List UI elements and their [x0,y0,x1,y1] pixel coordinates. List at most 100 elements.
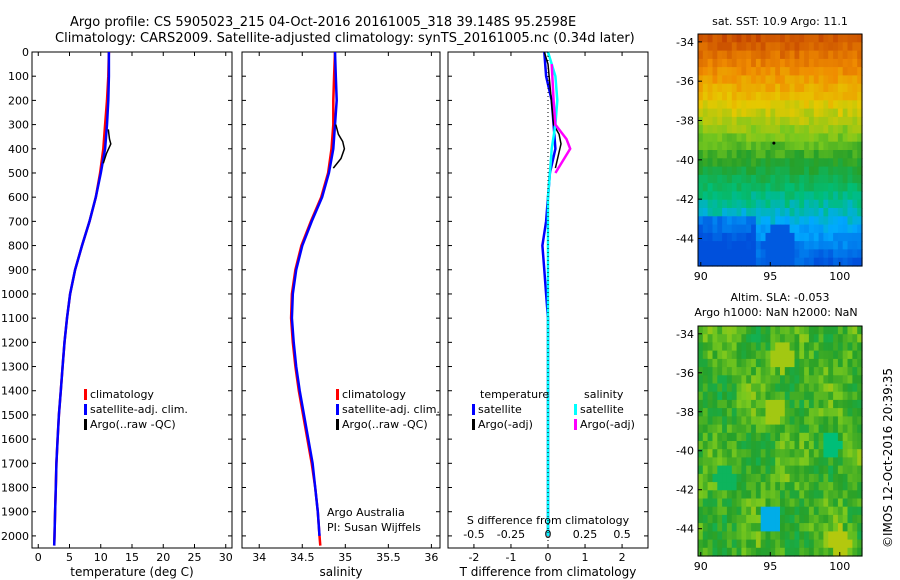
heatmap-cell [818,358,824,368]
map-frame [697,325,863,557]
heatmap-cell [857,232,863,242]
heatmap-cell [799,34,805,43]
heatmap-cell [726,465,733,475]
heatmap-cell [741,514,747,524]
y-tick-label: -34 [676,328,694,341]
x-tick-label: -2 [468,551,479,564]
heatmap-cell [808,174,815,184]
heatmap-cell [760,531,767,541]
heatmap-cell [770,257,776,267]
heatmap-cell [837,67,844,76]
heatmap-cell [833,473,839,483]
header-line-1: Argo profile: CS 5905023_215 04-Oct-2016… [70,15,576,30]
heatmap-cell [717,174,723,184]
heatmap-cell [726,125,733,134]
heatmap-cell [755,249,762,259]
y-tick-label: 100 [8,70,29,83]
heatmap-cell [707,326,713,335]
heatmap-cell [799,424,805,434]
heatmap-cell [755,498,762,508]
heatmap-cell [741,174,747,184]
heatmap-cell [799,441,805,450]
heatmap-cell [828,506,834,516]
heatmap-cell [717,183,723,192]
heatmap-cell [726,108,733,118]
heatmap-cell [712,473,718,483]
heatmap-cell [799,449,805,458]
heatmap-cell [751,424,757,434]
heatmap-cell [799,224,805,234]
heatmap-cell [804,241,810,250]
heatmap-cell [712,100,718,110]
heatmap-cell [770,547,776,557]
heatmap-cell [712,408,718,417]
heatmap-cell [818,133,824,143]
heatmap-cell [760,326,767,335]
heatmap-cell [847,441,853,450]
heatmap-cell [731,539,738,549]
heatmap-cell [780,141,786,151]
heatmap-cell [736,482,742,491]
heatmap-cell [751,334,757,343]
heatmap-cell [833,166,839,176]
heatmap-cell [804,399,810,409]
heatmap-cell [799,216,805,226]
heatmap-cell [712,375,718,385]
heatmap-cell [828,432,834,442]
heatmap-cell [857,523,863,532]
heatmap-cell [837,133,844,143]
heatmap-cell [746,416,752,426]
heatmap-cell [755,523,762,532]
heatmap-cell [784,523,791,532]
heatmap-cell [808,158,815,168]
y-tick-label: 300 [8,119,29,132]
x-tick-label: 0 [35,551,42,564]
heatmap-cell [765,158,771,168]
heatmap-cell [842,457,849,467]
heatmap-cell [722,166,728,176]
heatmap-cell [794,92,800,101]
heatmap-cell [780,383,786,393]
heatmap-cell [842,224,849,234]
heatmap-cell [813,383,820,393]
heatmap-cell [746,399,752,409]
heatmap-cell [833,326,839,335]
heatmap-cell [751,116,757,126]
heatmap-cell [770,457,776,467]
heatmap-cell [794,334,800,343]
heatmap-cell [837,350,844,360]
heatmap-cell [828,383,834,393]
heatmap-cell [770,67,776,76]
x-tick-label: 30 [219,551,233,564]
heatmap-cell [818,391,824,401]
heatmap-cell [784,531,791,541]
heatmap-cell [736,83,742,93]
heatmap-cell [765,191,771,201]
heatmap-cell [722,249,728,259]
heatmap-cell [784,326,791,335]
heatmap-cell [784,457,791,467]
heatmap-cell [804,358,810,368]
heatmap-cell [784,241,791,250]
heatmap-cell [799,531,805,541]
heatmap-cell [751,514,757,524]
heatmap-cell [731,465,738,475]
heatmap-cell [712,358,718,368]
heatmap-cell [794,34,800,43]
heatmap-cell [712,350,718,360]
heatmap-cell [707,441,713,450]
heatmap-cell [736,334,742,343]
heatmap-cell [717,416,723,426]
heatmap-cell [726,232,733,242]
y-tick-label: 400 [8,143,29,156]
heatmap-cell [813,482,820,491]
heatmap-cell [780,174,786,184]
heatmap-cell [818,523,824,532]
heatmap-cell [731,191,738,201]
heatmap-cell [857,158,863,168]
heatmap-cell [698,158,704,168]
heatmap-cell [760,334,767,343]
heatmap-cell [837,514,844,524]
heatmap-cell [741,326,747,335]
heatmap-cell [702,150,709,159]
